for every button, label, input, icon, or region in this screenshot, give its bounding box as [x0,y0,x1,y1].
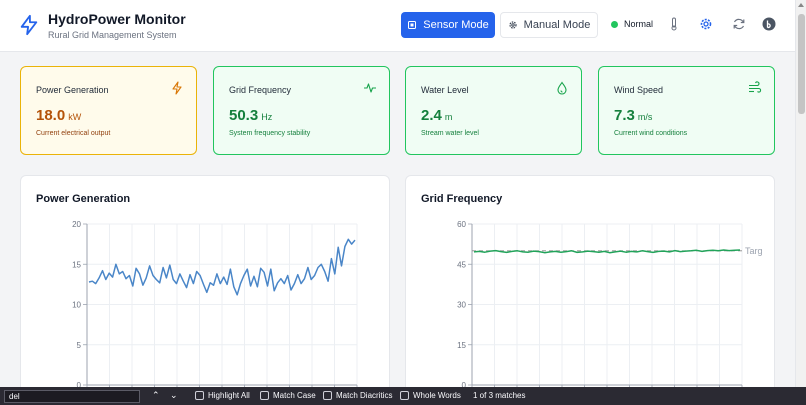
y-tick-label: 20 [72,220,81,229]
match-diacritics-checkbox[interactable]: Match Diacritics [323,391,392,400]
card-title: Power Generation [36,85,109,95]
y-tick-label: 10 [72,301,81,310]
card-value: 50.3 Hz [229,107,273,124]
card-value: 18.0 kW [36,107,82,124]
find-result-count: 1 of 3 matches [473,391,526,400]
find-bar: del ⌃ ⌄ Highlight All Match Case Match D… [0,387,806,405]
checkbox-box[interactable] [323,391,332,400]
scroll-thumb[interactable] [798,14,805,114]
bolt-icon [172,81,182,95]
card-value: 7.3 m/s [614,107,653,124]
status-label: Normal [624,19,654,29]
checkbox-box[interactable] [400,391,409,400]
card-title: Grid Frequency [229,85,292,95]
match-case-label: Match Case [273,391,316,400]
droplet-icon [557,81,567,95]
grid-frequency-chart-panel: Grid Frequency 0 15 30 45 60 Targ [405,175,775,405]
manual-mode-button[interactable]: Manual Mode [500,12,598,38]
highlight-all-checkbox[interactable]: Highlight All [195,391,250,400]
power-generation-card: Power Generation 18.0 kW Current electric… [20,66,197,155]
pulse-icon [364,83,376,93]
target-label: Targ [745,246,763,256]
series-line [88,238,356,296]
card-title: Water Level [421,85,469,95]
card-description: Current wind conditions [614,130,688,137]
whole-words-label: Whole Words [413,391,461,400]
card-value: 2.4 m [421,107,453,124]
grid-frequency-card: Grid Frequency 50.3 Hz System frequency s… [213,66,390,155]
manual-mode-label: Manual Mode [523,19,591,31]
checkbox-box[interactable] [260,391,269,400]
grid-frequency-chart: 0 15 30 45 60 Targ [457,220,763,390]
scroll-up-icon[interactable] [798,3,804,7]
refresh-icon[interactable] [731,16,747,32]
cog-icon [509,21,517,29]
card-description: System frequency stability [229,130,311,137]
power-generation-chart-panel: Power Generation 0 5 10 15 20 [20,175,390,405]
card-description: Stream water level [421,130,479,137]
match-case-checkbox[interactable]: Match Case [260,391,316,400]
gear-icon[interactable] [698,16,714,32]
y-tick-label: 30 [457,301,466,310]
status-dot [611,20,618,28]
y-tick-label: 0 [77,381,82,390]
sensor-mode-button[interactable]: Sensor Mode [401,12,495,38]
bolt-logo-icon [20,14,38,36]
chart-title: Power Generation [36,193,131,205]
app-subtitle: Rural Grid Management System [48,30,177,40]
y-tick-label: 45 [457,260,466,269]
app-header: HydroPower Monitor Rural Grid Management… [0,0,795,52]
card-description: Current electrical output [36,130,111,137]
y-tick-label: 5 [77,341,82,350]
checkbox-box[interactable] [195,391,204,400]
y-tick-label: 15 [72,260,81,269]
system-status: Normal [611,19,653,29]
find-input[interactable]: del [4,390,140,403]
page-scrollbar[interactable] [795,0,806,405]
user-avatar-icon[interactable] [761,16,777,32]
wind-speed-card: Wind Speed 7.3 m/s Current wind condition… [598,66,775,155]
y-tick-label: 15 [457,341,466,350]
series-line [473,249,741,254]
card-title: Wind Speed [614,85,664,95]
thermometer-icon[interactable] [666,16,682,32]
wind-icon [749,81,762,93]
sensor-mode-label: Sensor Mode [423,19,489,31]
y-tick-label: 0 [462,381,467,390]
sensor-icon [408,21,417,29]
match-diacritics-label: Match Diacritics [336,391,393,400]
y-tick-label: 60 [457,220,466,229]
power-generation-chart: 0 5 10 15 20 [72,220,358,390]
whole-words-checkbox[interactable]: Whole Words [400,391,461,400]
find-previous-icon[interactable]: ⌃ [152,390,160,400]
highlight-all-label: Highlight All [208,391,250,400]
water-level-card: Water Level 2.4 m Stream water level [405,66,582,155]
find-next-icon[interactable]: ⌄ [170,390,178,400]
chart-title: Grid Frequency [421,193,503,205]
app-title: HydroPower Monitor [48,11,186,27]
